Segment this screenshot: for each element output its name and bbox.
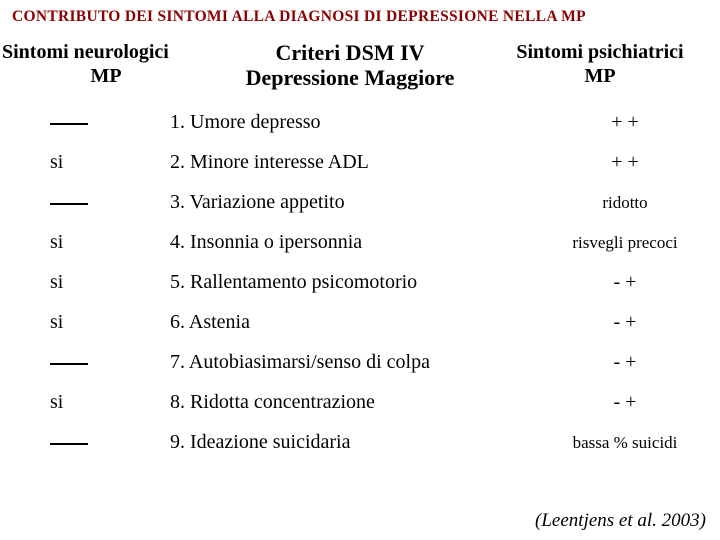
dsm-criterion-cell: 7. Autobiasimarsi/senso di colpa [170, 351, 540, 374]
dsm-criterion-cell: 1. Umore depresso [170, 111, 540, 134]
header-psychiatric: Sintomi psichiatrici MP [490, 40, 710, 91]
criteria-row: si5. Rallentamento psicomotorio- + [30, 263, 710, 303]
criteria-row: si8. Ridotta concentrazione- + [30, 383, 710, 423]
neuro-symptom-cell: si [30, 271, 170, 294]
header-left-line1: Sintomi neurologici [2, 41, 169, 63]
neuro-symptom-cell [30, 351, 170, 374]
dsm-criterion-cell: 2. Minore interesse ADL [170, 151, 540, 174]
dsm-criterion-cell: 9. Ideazione suicidaria [170, 431, 540, 454]
criteria-row: 3. Variazione appetitoridotto [30, 183, 710, 223]
criteria-list: 1. Umore depresso+ +si2. Minore interess… [0, 103, 720, 463]
slide-title: CONTRIBUTO DEI SINTOMI ALLA DIAGNOSI DI … [0, 0, 720, 40]
criteria-row: 9. Ideazione suicidariabassa % suicidi [30, 423, 710, 463]
criteria-row: 1. Umore depresso+ + [30, 103, 710, 143]
dsm-criterion-cell: 6. Astenia [170, 311, 540, 334]
psych-symptom-cell: + + [540, 151, 710, 174]
neuro-symptom-cell: si [30, 391, 170, 414]
criteria-row: si4. Insonnia o ipersonniarisvegli preco… [30, 223, 710, 263]
blank-underline [50, 363, 88, 365]
header-right-line2: MP [584, 65, 615, 87]
neuro-symptom-cell: si [30, 231, 170, 254]
header-neurological: Sintomi neurologici MP [0, 40, 210, 91]
psych-symptom-cell: - + [540, 311, 710, 334]
citation: (Leentjens et al. 2003) [535, 510, 706, 532]
header-right-line1: Sintomi psichiatrici [516, 41, 683, 63]
header-mid-line1: Criteri DSM IV [275, 40, 424, 65]
criteria-row: si6. Astenia- + [30, 303, 710, 343]
blank-underline [50, 203, 88, 205]
header-left-line2: MP [2, 64, 210, 88]
neuro-symptom-cell [30, 191, 170, 214]
blank-underline [50, 123, 88, 125]
column-headers: Sintomi neurologici MP Criteri DSM IV De… [0, 40, 720, 103]
psych-symptom-cell: - + [540, 391, 710, 414]
psych-symptom-cell: - + [540, 351, 710, 374]
neuro-symptom-cell [30, 431, 170, 454]
blank-underline [50, 443, 88, 445]
criteria-row: 7. Autobiasimarsi/senso di colpa- + [30, 343, 710, 383]
psych-symptom-cell: ridotto [540, 193, 710, 213]
dsm-criterion-cell: 3. Variazione appetito [170, 191, 540, 214]
criteria-row: si2. Minore interesse ADL+ + [30, 143, 710, 183]
dsm-criterion-cell: 5. Rallentamento psicomotorio [170, 271, 540, 294]
psych-symptom-cell: bassa % suicidi [540, 433, 710, 453]
header-dsm: Criteri DSM IV Depressione Maggiore [220, 40, 480, 91]
header-mid-line2: Depressione Maggiore [246, 65, 455, 90]
psych-symptom-cell: - + [540, 271, 710, 294]
neuro-symptom-cell: si [30, 311, 170, 334]
neuro-symptom-cell: si [30, 151, 170, 174]
psych-symptom-cell: + + [540, 111, 710, 134]
dsm-criterion-cell: 4. Insonnia o ipersonnia [170, 231, 540, 254]
neuro-symptom-cell [30, 111, 170, 134]
psych-symptom-cell: risvegli precoci [540, 233, 710, 253]
dsm-criterion-cell: 8. Ridotta concentrazione [170, 391, 540, 414]
